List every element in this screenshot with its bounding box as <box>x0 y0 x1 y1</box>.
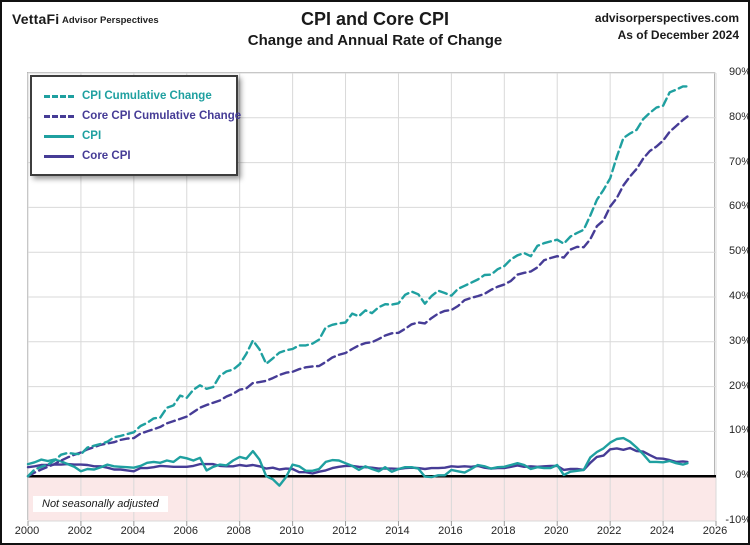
x-tick-label: 2010 <box>279 525 304 537</box>
as-of-date: As of December 2024 <box>617 27 739 42</box>
y-tick-label: 50% <box>728 245 750 258</box>
legend-label: Core CPI Cumulative Change <box>82 110 242 122</box>
x-tick-label: 2012 <box>332 525 357 537</box>
x-tick-label: 2022 <box>596 525 622 537</box>
x-tick-label: 2026 <box>702 525 728 537</box>
logo-subtitle: Advisor Perspectives <box>62 15 159 26</box>
x-tick-label: 2002 <box>67 525 93 537</box>
legend-label: CPI Cumulative Change <box>82 90 212 102</box>
x-tick-label: 2006 <box>173 525 198 537</box>
y-tick-label: 80% <box>728 110 750 123</box>
legend-label: Core CPI <box>82 150 131 162</box>
x-tick-label: 2004 <box>120 525 146 537</box>
y-tick-label: 20% <box>728 379 750 392</box>
y-tick-label: 70% <box>728 155 750 168</box>
chart-title: CPI and Core CPI <box>300 9 450 29</box>
not-seasonally-adjusted-note: Not seasonally adjusted <box>33 496 168 512</box>
legend-item-core-cpi: Core CPI <box>44 146 226 166</box>
x-tick-label: 2020 <box>543 525 569 537</box>
source-url: advisorperspectives.com <box>594 11 739 25</box>
x-tick-label: 2016 <box>438 525 463 537</box>
y-tick-label: 90% <box>728 66 750 78</box>
x-tick-label: 2018 <box>491 525 516 537</box>
core-cpi-line-swatch <box>44 154 74 158</box>
y-tick-label: 40% <box>728 290 750 302</box>
x-tick-label: 2008 <box>226 525 251 537</box>
chart-subtitle: Change and Annual Rate of Change <box>247 32 503 49</box>
title-block: CPI and Core CPI Change and Annual Rate … <box>2 9 748 49</box>
y-tick-label: -10% <box>725 514 750 526</box>
x-tick-label: 2000 <box>14 525 40 537</box>
x-tick-label: 2014 <box>385 525 410 537</box>
legend-item-cpi: CPI <box>44 126 226 146</box>
legend-item-cpi-cumulative: CPI Cumulative Change <box>44 86 226 106</box>
legend-box: CPI Cumulative Change Core CPI Cumulativ… <box>30 75 241 176</box>
vettafi-logo: VettaFi <box>12 11 60 27</box>
source-block: advisorperspectives.com As of December 2… <box>595 10 739 44</box>
cpi-cumulative-line-swatch <box>44 94 74 98</box>
x-tick-label: 2024 <box>649 525 675 537</box>
y-tick-label: 0% <box>735 469 750 482</box>
legend-label: CPI <box>82 130 102 142</box>
legend-item-core-cpi-cumulative: Core CPI Cumulative Change <box>44 106 241 126</box>
cpi-line-swatch <box>44 134 74 138</box>
y-tick-label: 60% <box>728 200 750 213</box>
y-tick-label: 30% <box>728 334 750 347</box>
core-cpi-cumulative-line-swatch <box>44 114 74 118</box>
y-tick-label: 10% <box>728 424 750 437</box>
